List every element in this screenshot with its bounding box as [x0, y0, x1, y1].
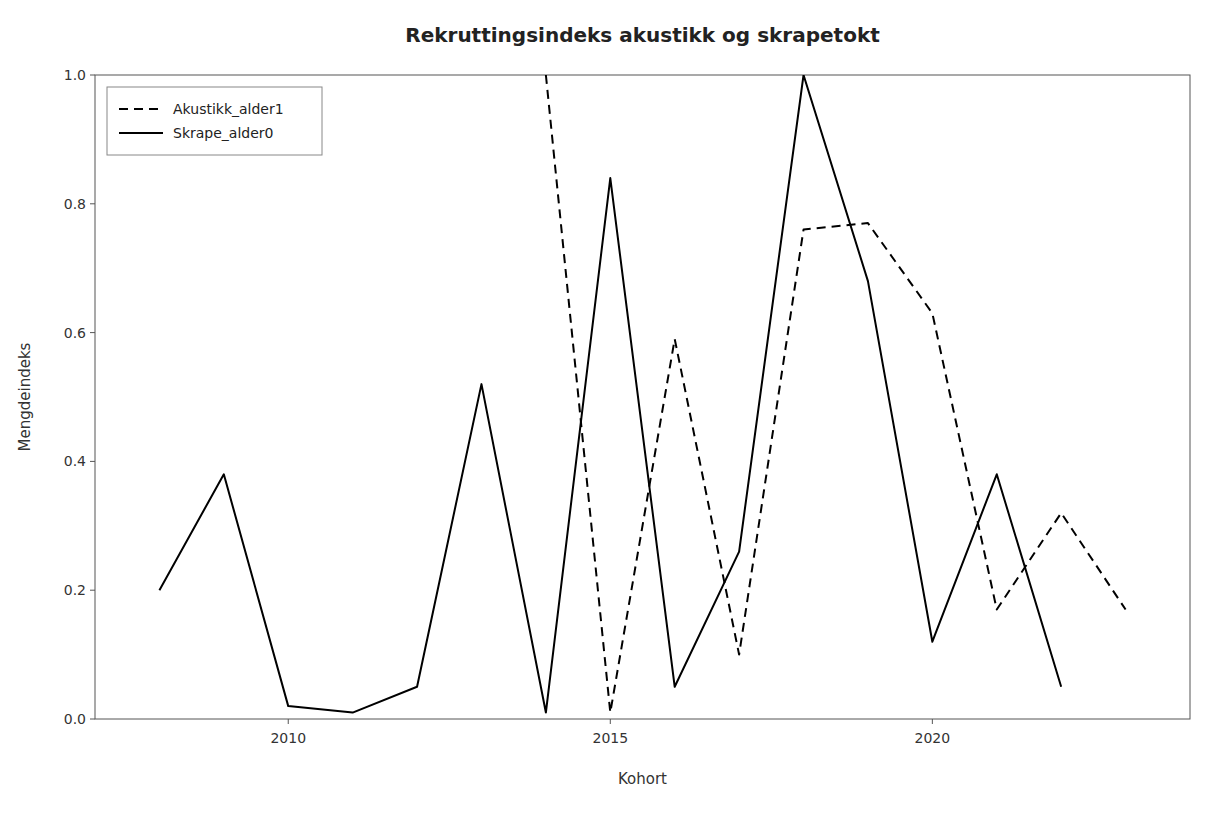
y-tick: [90, 461, 95, 462]
x-tick-label: 2015: [592, 730, 628, 746]
legend-entry: Skrape_alder0: [173, 125, 273, 141]
y-axis-label: Mengdeindeks: [16, 342, 34, 451]
legend-swatch: [119, 108, 163, 110]
x-tick-label: 2010: [270, 730, 306, 746]
legend: Akustikk_alder1 Skrape_alder0: [107, 87, 322, 155]
legend-swatch: [119, 132, 163, 134]
legend-box: [107, 87, 322, 155]
chart: Rekruttingsindeks akustikk og skrapetokt…: [0, 0, 1220, 814]
y-tick-label: 0.2: [64, 582, 86, 598]
y-tick: [90, 332, 95, 333]
y-tick-label: 0.8: [64, 196, 86, 212]
legend-entry: Akustikk_alder1: [173, 101, 284, 117]
x-tick-label: 2020: [915, 730, 951, 746]
plot-frame: [95, 75, 1190, 719]
x-tick: [610, 719, 611, 724]
title: Rekruttingsindeks akustikk og skrapetokt: [405, 23, 880, 47]
y-tick: [90, 719, 95, 720]
y-tick-label: 0.6: [64, 325, 86, 341]
y-tick: [90, 75, 95, 76]
y-tick-label: 1.0: [64, 67, 86, 83]
series-group: [159, 75, 1125, 713]
x-tick: [288, 719, 289, 724]
y-tick-label: 0.4: [64, 453, 86, 469]
x-tick: [932, 719, 933, 724]
series-line: [546, 75, 1126, 713]
y-tick: [90, 203, 95, 204]
y-tick: [90, 590, 95, 591]
x-axis-label: Kohort: [618, 770, 667, 788]
y-tick-label: 0.0: [64, 711, 86, 727]
series-line: [159, 75, 1061, 713]
